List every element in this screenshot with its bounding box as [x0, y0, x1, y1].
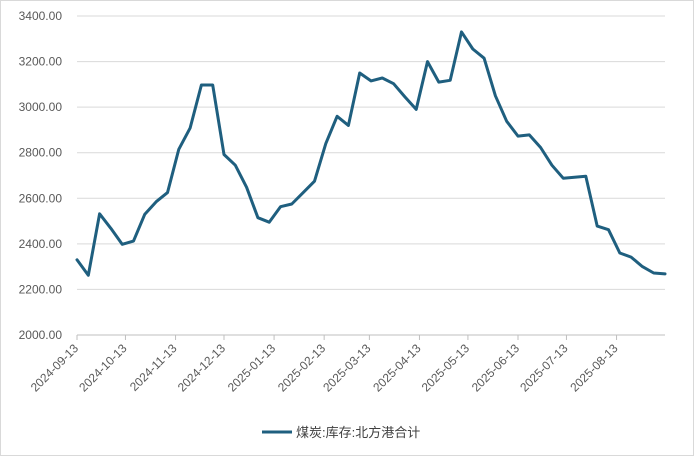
x-tick-label: 2025-02-13	[275, 341, 329, 395]
legend: 煤炭:库存:北方港合计	[262, 425, 420, 440]
y-axis: 2000.00 2200.00 2400.00 2600.00 2800.00 3000.…	[19, 9, 63, 342]
x-tick-label: 2025-06-13	[469, 341, 523, 395]
x-tick-label: 2025-05-13	[419, 341, 473, 395]
x-tick-label: 2025-08-13	[567, 341, 621, 395]
x-tick-label: 2025-07-13	[517, 341, 571, 395]
y-tick-label: 3400.00	[19, 9, 63, 23]
y-tick-label: 2800.00	[19, 146, 63, 160]
series-line	[75, 30, 667, 277]
x-tick-label: 2025-01-13	[225, 341, 279, 395]
y-tick-label: 2600.00	[19, 191, 63, 205]
y-tick-label: 2200.00	[19, 282, 63, 296]
x-tick-label: 2024-10-13	[76, 341, 130, 395]
y-tick-label: 2400.00	[19, 237, 63, 251]
y-tick-label: 2000.00	[19, 328, 63, 342]
x-tick-label: 2025-03-13	[320, 341, 374, 395]
x-tick-label: 2024-09-13	[28, 341, 82, 395]
y-tick-label: 3200.00	[19, 55, 63, 69]
series-layer	[75, 30, 667, 277]
gridlines	[77, 15, 665, 290]
legend-label: 煤炭:库存:北方港合计	[296, 425, 420, 440]
y-tick-label: 3000.00	[19, 100, 63, 114]
x-tick-label: 2024-11-13	[127, 341, 180, 394]
x-tick-label: 2025-04-13	[370, 341, 424, 395]
x-tick-label: 2024-12-13	[175, 341, 229, 395]
x-axis: 2024-09-132024-10-132024-11-132024-12-13…	[28, 334, 665, 395]
